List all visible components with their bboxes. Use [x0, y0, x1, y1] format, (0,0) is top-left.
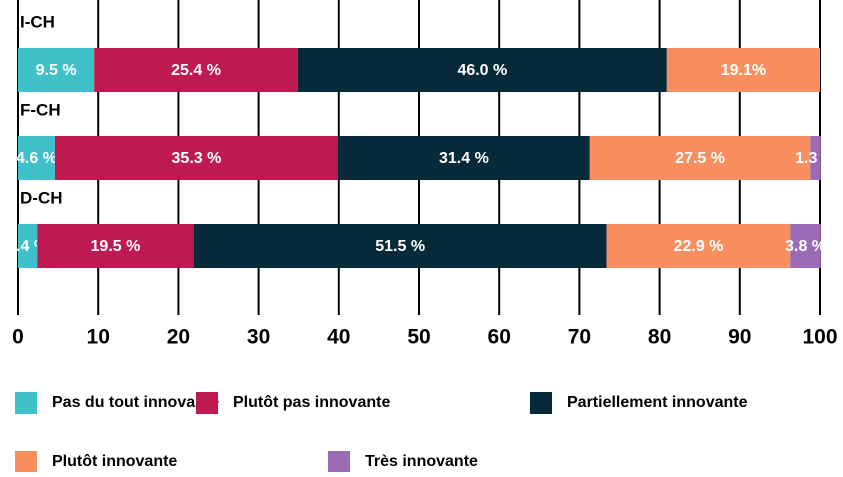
bar-segment — [606, 224, 791, 268]
legend-swatch — [328, 451, 350, 473]
legend-swatch — [15, 451, 37, 473]
bar-segment — [666, 48, 820, 92]
bar-segment — [790, 224, 821, 268]
legend-swatch — [15, 392, 37, 414]
legend-label: Très innovante — [365, 453, 478, 470]
legend-label: Pas du tout innovante — [52, 394, 219, 411]
x-tick-label: 40 — [327, 326, 350, 349]
bar-segment — [94, 48, 298, 92]
bar-segment — [337, 136, 590, 180]
value-label: 22.9 % — [674, 238, 724, 255]
value-label: 1.3 % — [795, 150, 836, 167]
bar-segment — [18, 48, 95, 92]
value-label: 31.4 % — [439, 150, 489, 167]
bar-segment — [18, 224, 38, 268]
category-label: I-CH — [20, 12, 55, 31]
value-label: 19.5 % — [91, 238, 141, 255]
legend-label: Plutôt pas innovante — [233, 394, 390, 411]
value-label: 4.6 % — [16, 150, 57, 167]
bar-segment — [193, 224, 607, 268]
bar-segment — [18, 136, 55, 180]
x-tick-label: 90 — [728, 326, 751, 349]
legend-swatch — [530, 392, 552, 414]
x-tick-label: 50 — [407, 326, 430, 349]
value-label: 46.0 % — [457, 62, 507, 79]
category-label: F-CH — [20, 100, 61, 119]
x-tick-label: 20 — [167, 326, 190, 349]
x-tick-label: 70 — [568, 326, 591, 349]
x-tick-label: 60 — [488, 326, 511, 349]
x-tick-label: 30 — [247, 326, 270, 349]
value-label: 9.5 % — [36, 62, 77, 79]
category-label: D-CH — [20, 188, 63, 207]
bar-segment — [810, 136, 821, 180]
value-label: 25.4 % — [171, 62, 221, 79]
value-label: 3.8 % — [785, 238, 826, 255]
value-label: 51.5 % — [375, 238, 425, 255]
x-tick-label: 80 — [648, 326, 671, 349]
x-tick-label: 0 — [12, 326, 24, 349]
value-label: 27.5 % — [675, 150, 725, 167]
value-label: 19.1% — [721, 62, 766, 79]
legend-label: Partiellement innovante — [567, 394, 748, 411]
bar-segment — [297, 48, 667, 92]
bar-segment — [589, 136, 811, 180]
legend-label: Plutôt innovante — [52, 453, 177, 470]
legend-swatch — [196, 392, 218, 414]
value-label: 35.3 % — [172, 150, 222, 167]
x-tick-label: 10 — [87, 326, 110, 349]
bar-segment — [37, 224, 194, 268]
bar-segment — [54, 136, 338, 180]
x-tick-label: 100 — [802, 326, 837, 349]
